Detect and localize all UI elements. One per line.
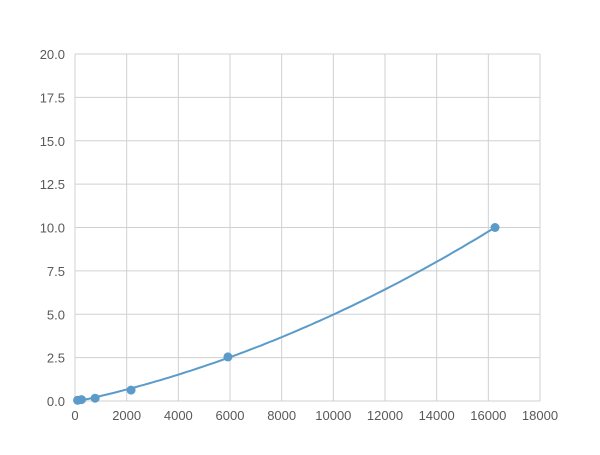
x-tick-label: 10000 bbox=[315, 408, 351, 423]
data-point bbox=[76, 395, 86, 405]
y-tick-label: 5.0 bbox=[47, 307, 65, 322]
x-tick-label: 12000 bbox=[367, 408, 403, 423]
y-tick-label: 12.5 bbox=[40, 177, 65, 192]
x-tick-label: 2000 bbox=[112, 408, 141, 423]
y-tick-label: 10.0 bbox=[40, 221, 65, 236]
x-tick-label: 0 bbox=[71, 408, 78, 423]
y-tick-label: 20.0 bbox=[40, 47, 65, 62]
data-point bbox=[223, 352, 233, 362]
data-point bbox=[490, 223, 500, 232]
y-tick-label: 0.0 bbox=[47, 394, 65, 409]
y-tick-label: 7.5 bbox=[47, 264, 65, 279]
x-tick-label: 8000 bbox=[267, 408, 296, 423]
x-tick-label: 4000 bbox=[164, 408, 193, 423]
x-tick-label: 16000 bbox=[470, 408, 506, 423]
fit-line bbox=[77, 226, 496, 402]
data-point bbox=[126, 385, 136, 395]
x-tick-label: 18000 bbox=[522, 408, 558, 423]
x-tick-label: 14000 bbox=[419, 408, 455, 423]
y-tick-label: 2.5 bbox=[47, 351, 65, 366]
y-tick-label: 15.0 bbox=[40, 134, 65, 149]
y-tick-label: 17.5 bbox=[40, 90, 65, 105]
data-point bbox=[90, 393, 100, 403]
x-tick-label: 6000 bbox=[216, 408, 245, 423]
